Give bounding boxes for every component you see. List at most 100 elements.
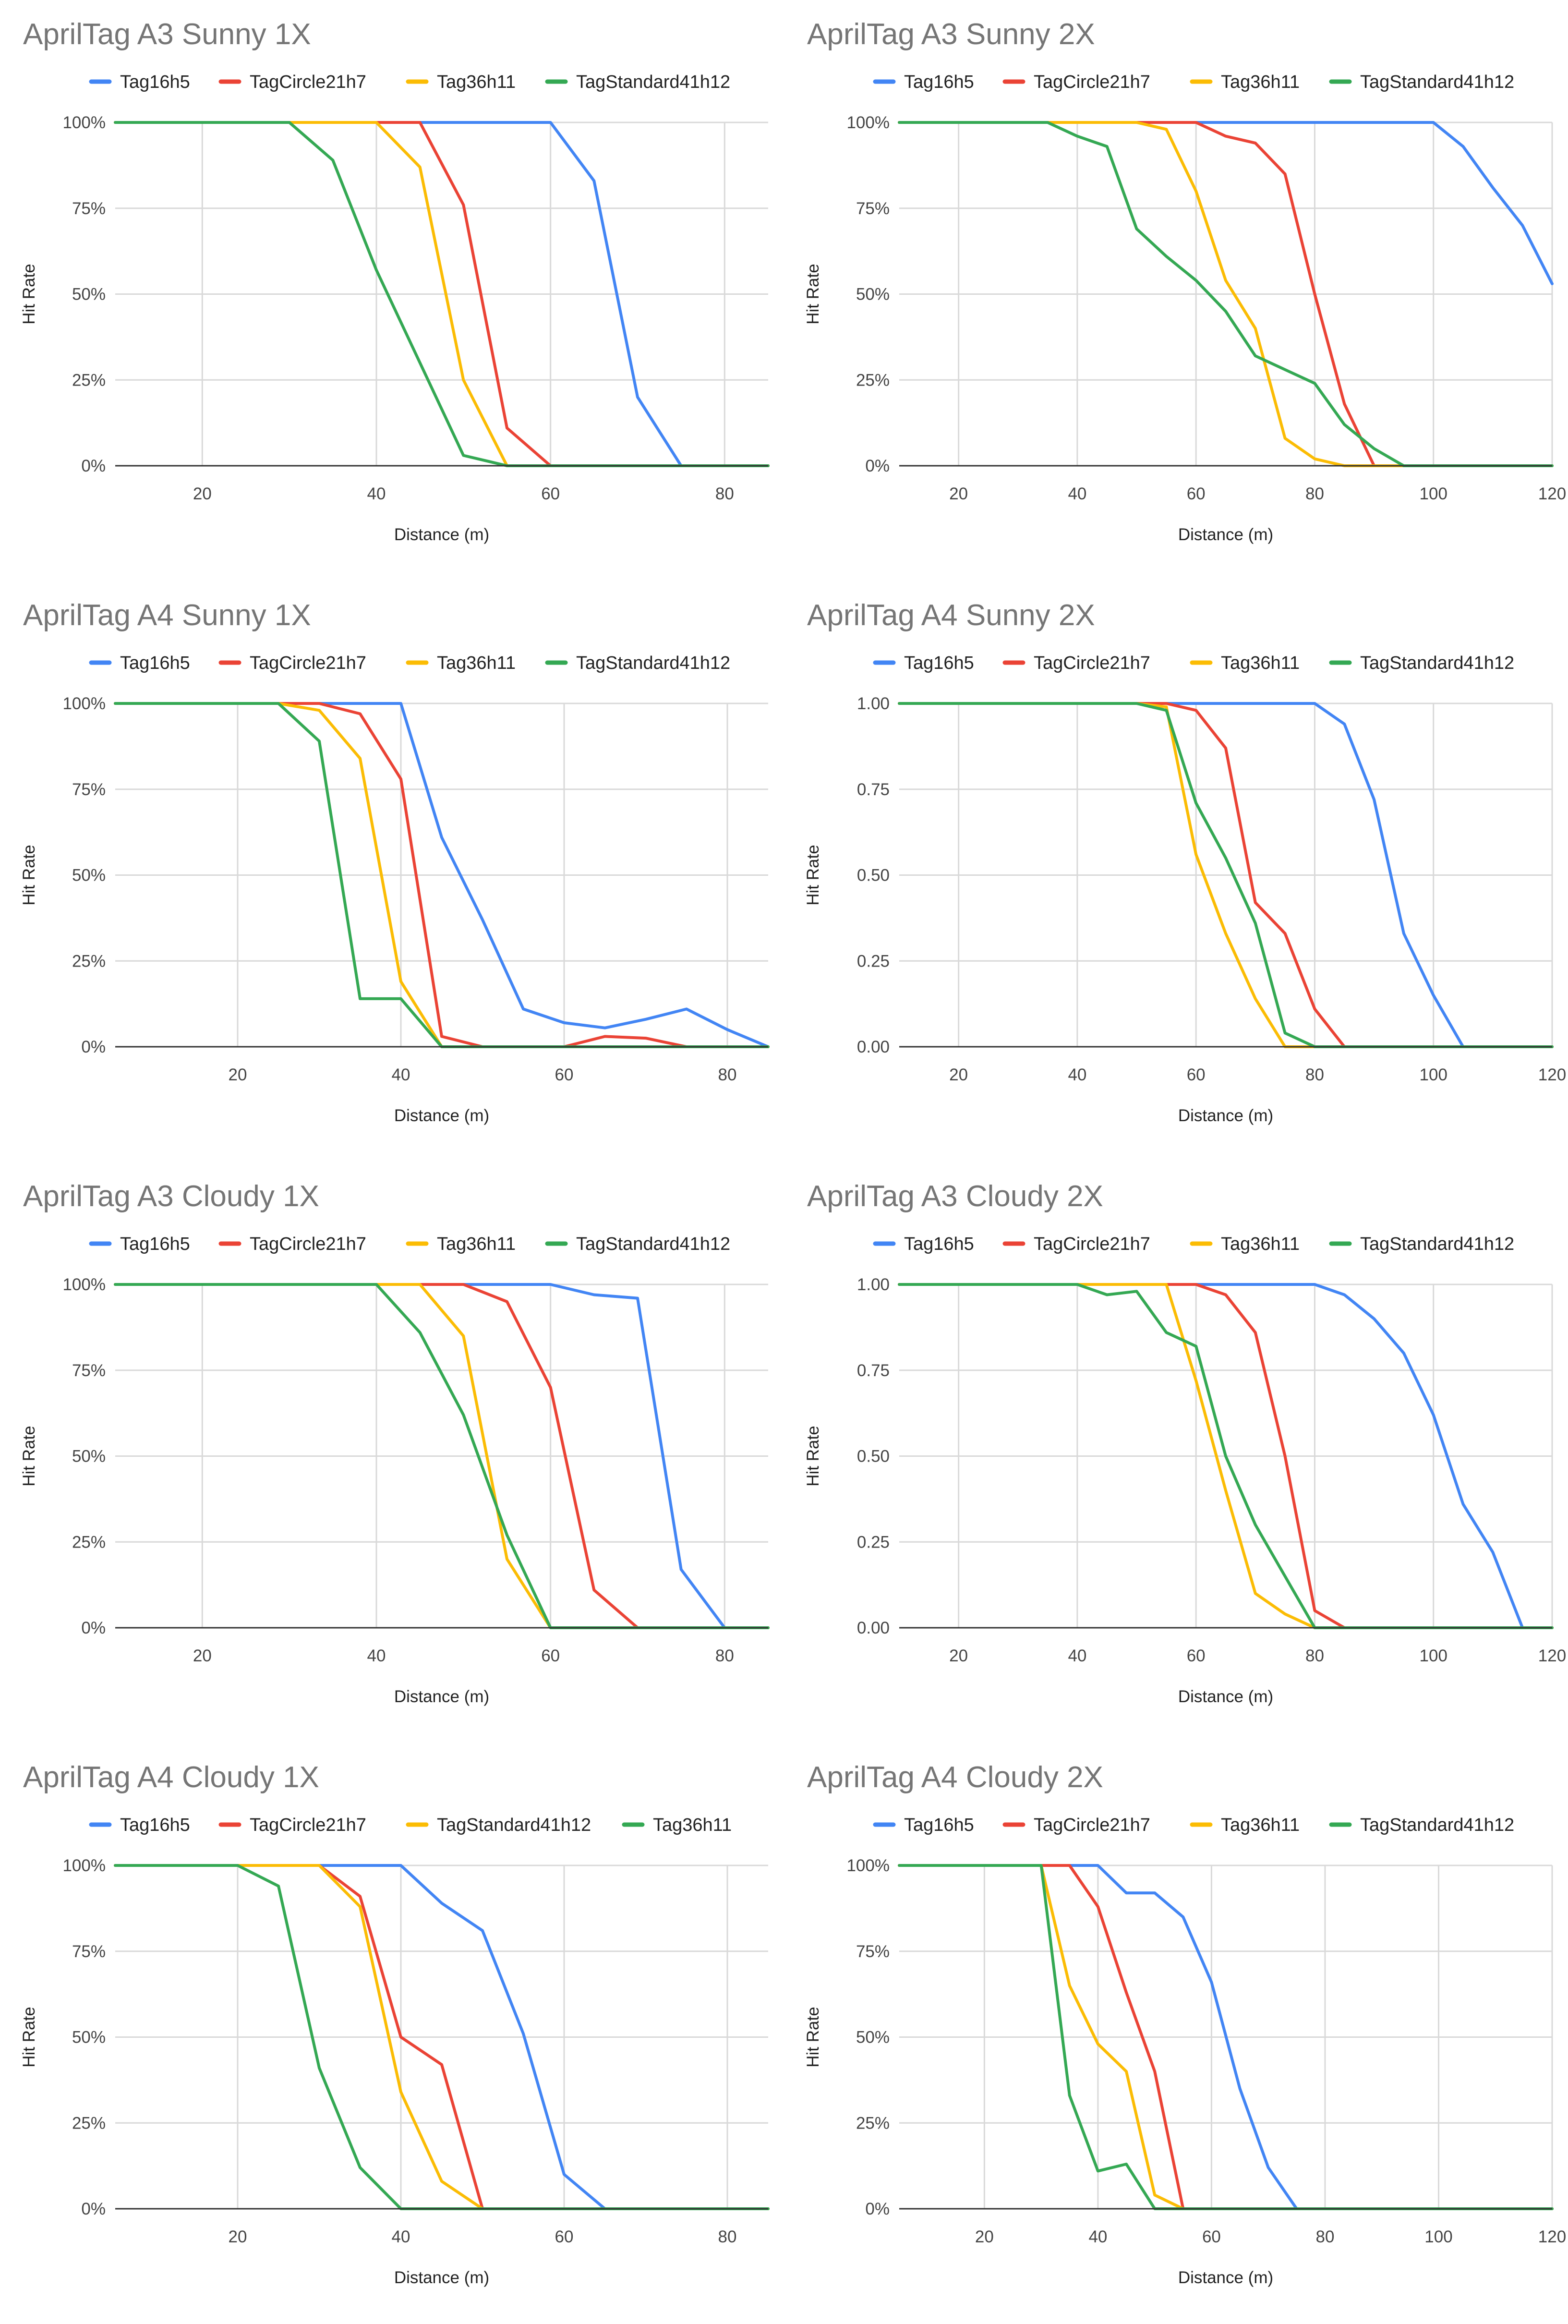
chart-panel-1: AprilTag A3 Sunny 1X Tag16h5 TagCircle21h7… xyxy=(0,0,784,581)
chart-panel-4: AprilTag A4 Sunny 2X Tag16h5 TagCircle21h7… xyxy=(784,581,1568,1162)
y-tick-label: 0.75 xyxy=(857,1361,890,1380)
legend-entry: Tag36h11 xyxy=(1221,72,1300,92)
x-tick-label: 120 xyxy=(1538,484,1566,503)
y-tick-label: 0.50 xyxy=(857,1447,890,1466)
legend-entry: Tag16h5 xyxy=(904,1815,974,1835)
x-axis-label: Distance (m) xyxy=(394,2268,489,2287)
x-tick-label: 60 xyxy=(1187,1065,1206,1084)
x-tick-label: 60 xyxy=(1187,1646,1206,1665)
x-tick-label: 100 xyxy=(1420,484,1447,503)
legend-entry: Tag16h5 xyxy=(904,653,974,673)
y-tick-label: 100% xyxy=(62,694,106,713)
y-tick-label: 25% xyxy=(72,1533,106,1551)
chart-title: AprilTag A4 Cloudy 2X xyxy=(807,1761,1103,1794)
chart-cloudy-a3-2x: AprilTag A3 Cloudy 2X Tag16h5 TagCircle21h… xyxy=(804,1180,1566,1706)
x-tick-label: 80 xyxy=(1315,2227,1334,2246)
y-tick-label: 50% xyxy=(72,2028,106,2047)
y-tick-label: 50% xyxy=(856,285,890,304)
x-tick-label: 20 xyxy=(975,2227,994,2246)
chart-title: AprilTag A3 Sunny 2X xyxy=(807,18,1095,51)
y-tick-label: 1.00 xyxy=(857,1275,890,1294)
y-axis-label: Hit Rate xyxy=(804,845,822,905)
x-tick-label: 120 xyxy=(1538,1646,1566,1665)
x-tick-label: 120 xyxy=(1538,1065,1566,1084)
y-tick-label: 75% xyxy=(72,1942,106,1961)
legend-entry: Tag36h11 xyxy=(437,1234,516,1254)
legend-entry: TagStandard41h12 xyxy=(1360,653,1514,673)
x-tick-label: 100 xyxy=(1424,2227,1452,2246)
x-tick-label: 60 xyxy=(541,484,560,503)
x-tick-label: 80 xyxy=(1305,1646,1324,1665)
legend-entry: TagStandard41h12 xyxy=(576,653,730,673)
chart-title: AprilTag A3 Sunny 1X xyxy=(23,18,311,51)
x-tick-label: 20 xyxy=(193,484,212,503)
chart-sunny-a3-2x: AprilTag A3 Sunny 2X Tag16h5 TagCircle21h7… xyxy=(804,18,1566,544)
chart-sunny-a3-1x: AprilTag A3 Sunny 1X Tag16h5 TagCircle21h7… xyxy=(20,18,770,544)
x-tick-label: 40 xyxy=(1088,2227,1107,2246)
y-axis-label: Hit Rate xyxy=(804,264,822,324)
x-tick-label: 100 xyxy=(1420,1646,1447,1665)
y-tick-label: 0.50 xyxy=(857,866,890,885)
x-tick-label: 80 xyxy=(718,2227,737,2246)
legend-entry: TagCircle21h7 xyxy=(1034,1815,1150,1835)
x-tick-label: 20 xyxy=(229,2227,247,2246)
legend-entry: TagCircle21h7 xyxy=(250,72,366,92)
chart-sunny-a4-2x: AprilTag A4 Sunny 2X Tag16h5 TagCircle21h7… xyxy=(804,599,1566,1125)
x-axis-label: Distance (m) xyxy=(1178,1106,1273,1125)
y-tick-label: 100% xyxy=(846,1856,890,1875)
x-tick-label: 60 xyxy=(1202,2227,1221,2246)
y-tick-label: 50% xyxy=(856,2028,890,2047)
y-tick-label: 100% xyxy=(846,113,890,132)
y-tick-label: 100% xyxy=(62,1856,106,1875)
chart-title: AprilTag A4 Sunny 1X xyxy=(23,599,311,632)
y-tick-label: 1.00 xyxy=(857,694,890,713)
y-tick-label: 0.00 xyxy=(857,1038,890,1056)
chart-cloudy-a3-1x: AprilTag A3 Cloudy 1X Tag16h5 TagCircle21h… xyxy=(20,1180,770,1706)
y-tick-label: 25% xyxy=(72,371,106,389)
legend-entry: Tag36h11 xyxy=(653,1815,732,1835)
y-axis-label: Hit Rate xyxy=(804,1426,822,1486)
legend-entry: TagStandard41h12 xyxy=(437,1815,591,1835)
legend-entry: TagStandard41h12 xyxy=(576,72,730,92)
y-axis-label: Hit Rate xyxy=(804,2007,822,2067)
legend-entry: TagCircle21h7 xyxy=(250,1234,366,1254)
legend-entry: TagCircle21h7 xyxy=(250,1815,366,1835)
x-axis-label: Distance (m) xyxy=(1178,525,1273,544)
y-tick-label: 0.25 xyxy=(857,952,890,970)
chart-cloudy-a4-2x: AprilTag A4 Cloudy 2X Tag16h5 TagCircle21h… xyxy=(804,1761,1566,2287)
y-tick-label: 0.75 xyxy=(857,780,890,799)
y-tick-label: 25% xyxy=(856,2114,890,2132)
x-tick-label: 80 xyxy=(718,1065,737,1084)
x-tick-label: 20 xyxy=(949,484,968,503)
legend-entry: TagCircle21h7 xyxy=(250,653,366,673)
x-tick-label: 60 xyxy=(555,2227,574,2246)
y-tick-label: 0% xyxy=(81,2200,106,2218)
x-tick-label: 40 xyxy=(1068,484,1086,503)
y-tick-label: 50% xyxy=(72,866,106,885)
chart-sunny-a4-1x: AprilTag A4 Sunny 1X Tag16h5 TagCircle21h7… xyxy=(20,599,770,1125)
y-tick-label: 0.25 xyxy=(857,1533,890,1551)
legend-entry: Tag36h11 xyxy=(437,653,516,673)
x-tick-label: 80 xyxy=(715,1646,734,1665)
x-tick-label: 20 xyxy=(949,1065,968,1084)
x-tick-label: 20 xyxy=(193,1646,212,1665)
legend-entry: Tag16h5 xyxy=(120,653,190,673)
y-axis-label: Hit Rate xyxy=(20,1426,38,1486)
x-tick-label: 40 xyxy=(1068,1065,1086,1084)
chart-panel-7: AprilTag A4 Cloudy 1X Tag16h5 TagCircle21h… xyxy=(0,1743,784,2324)
y-tick-label: 75% xyxy=(72,1361,106,1380)
x-tick-label: 40 xyxy=(367,1646,386,1665)
x-tick-label: 80 xyxy=(1305,1065,1324,1084)
legend-entry: Tag16h5 xyxy=(904,72,974,92)
legend-entry: Tag16h5 xyxy=(120,1234,190,1254)
y-tick-label: 0% xyxy=(81,1619,106,1637)
series-line-tag16h5 xyxy=(898,121,1554,285)
x-axis-label: Distance (m) xyxy=(1178,2268,1273,2287)
legend-entry: TagStandard41h12 xyxy=(1360,1234,1514,1254)
y-tick-label: 75% xyxy=(856,1942,890,1961)
legend-entry: Tag36h11 xyxy=(437,72,516,92)
x-tick-label: 120 xyxy=(1538,2227,1566,2246)
x-tick-label: 60 xyxy=(555,1065,574,1084)
legend-entry: TagStandard41h12 xyxy=(576,1234,730,1254)
chart-title: AprilTag A4 Sunny 2X xyxy=(807,599,1095,632)
